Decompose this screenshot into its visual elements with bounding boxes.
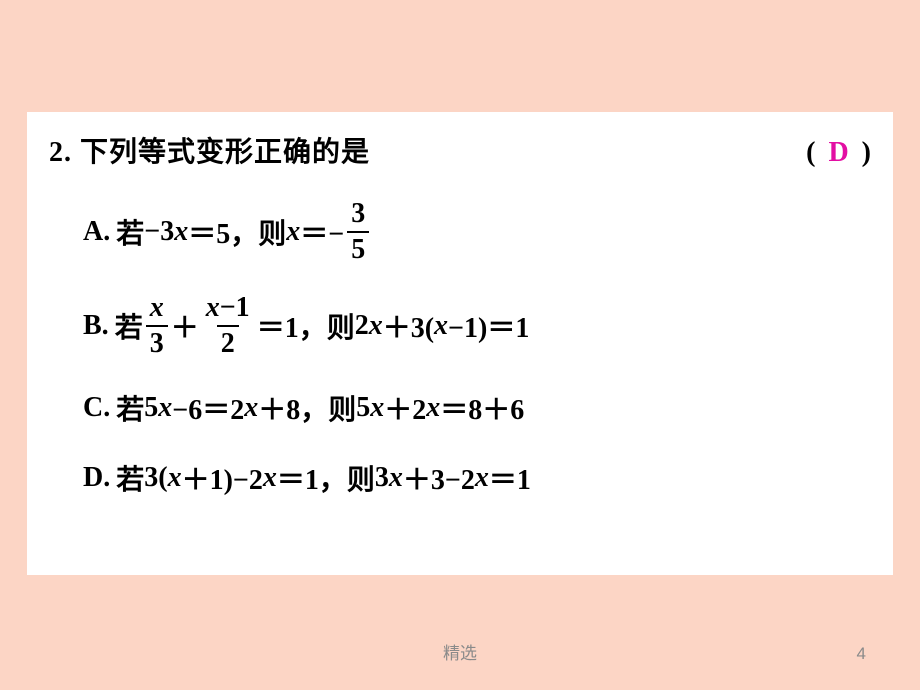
option-b-rhs-c: −1)＝1 [448,306,529,346]
option-d: D. 若 3( x ＋1)−2 x ＝1 ，则 3 x ＋3−2 x ＝1 [83,458,871,498]
option-a-fraction: 3 5 [347,200,369,264]
question-stem: 2. 下列等式变形正确的是 [49,130,370,170]
option-b-rhs-v1: x [369,310,383,342]
option-a-mid: ，则 [230,212,286,252]
option-d-prefix: 若 [116,458,144,498]
option-b-rhs-b: ＋3( [383,306,434,346]
option-d-v1: x [168,462,182,494]
option-b-rhs-v2: x [434,310,448,342]
option-a-prefix: 若 [116,212,144,252]
option-a-label: A. [83,216,110,248]
option-c-v4: x [426,392,440,424]
option-b-mid: ，则 [299,306,355,346]
option-d-mid: ，则 [319,458,375,498]
option-b-frac2: x−1 2 [202,294,254,358]
option-d-t6: ＝1 [489,458,531,498]
option-b-f2-den: 2 [217,325,239,358]
option-c-t6: ＝8＋6 [440,388,524,428]
option-b-f1-num: x [150,292,164,323]
option-b-rhs-a: 2 [355,310,369,342]
question-number: 2. [49,137,72,168]
option-a-lhs-eq: ＝5 [188,212,230,252]
option-d-t3: ＝1 [277,458,319,498]
option-c-label: C. [83,392,110,424]
option-d-t5: ＋3−2 [403,458,475,498]
question-text: 下列等式变形正确的是 [80,137,370,168]
option-c: C. 若 5 x −6＝2 x ＋8 ，则 5 x ＋2 x ＝8＋6 [83,388,871,428]
question-panel: 2. 下列等式变形正确的是 ( D ) A. 若 −3 x ＝5 ，则 x ＝−… [27,112,893,575]
option-d-v2: x [263,462,277,494]
option-b-f2-numr: −1 [220,292,250,323]
option-c-mid: ，则 [300,388,356,428]
option-d-t4: 3 [375,462,389,494]
option-a-lhs-var: x [174,216,188,248]
paren-open: ( [806,137,815,168]
option-a-rhs-eq: ＝− [300,212,344,252]
option-d-v4: x [475,462,489,494]
option-b-prefix: 若 [115,306,143,346]
option-c-v1: x [158,392,172,424]
option-c-prefix: 若 [116,388,144,428]
option-b: B. 若 x 3 ＋ x−1 2 ＝1 ，则 2 x ＋3( x −1)＝1 [83,294,871,358]
option-c-t4: 5 [356,392,370,424]
option-b-f2-numv: x [206,292,220,323]
option-b-plus: ＋ [171,306,199,346]
option-d-t2: ＋1)−2 [182,458,263,498]
paren-close: ) [862,137,871,168]
option-d-label: D. [83,462,110,494]
option-b-label: B. [83,310,109,342]
option-d-t1: 3( [144,462,167,494]
option-d-v3: x [389,462,403,494]
option-b-frac1: x 3 [146,294,168,358]
page-number: 4 [857,644,866,664]
option-a-rhs-var: x [286,216,300,248]
option-a-lhs-a: −3 [144,216,174,248]
option-c-t5: ＋2 [384,388,426,428]
option-c-t2: −6＝2 [172,388,244,428]
question-header: 2. 下列等式变形正确的是 ( D ) [49,130,871,170]
option-c-v3: x [370,392,384,424]
option-b-eq1: ＝1 [257,306,299,346]
footer-text: 精选 [0,639,920,664]
option-a-frac-num: 3 [347,200,369,231]
option-b-f1-den: 3 [146,325,168,358]
option-a-frac-den: 5 [347,231,369,264]
option-c-v2: x [244,392,258,424]
answer-paren: ( D ) [806,137,871,169]
option-c-t3: ＋8 [258,388,300,428]
option-c-t1: 5 [144,392,158,424]
option-a: A. 若 −3 x ＝5 ，则 x ＝− 3 5 [83,200,871,264]
answer-letter: D [822,137,854,168]
